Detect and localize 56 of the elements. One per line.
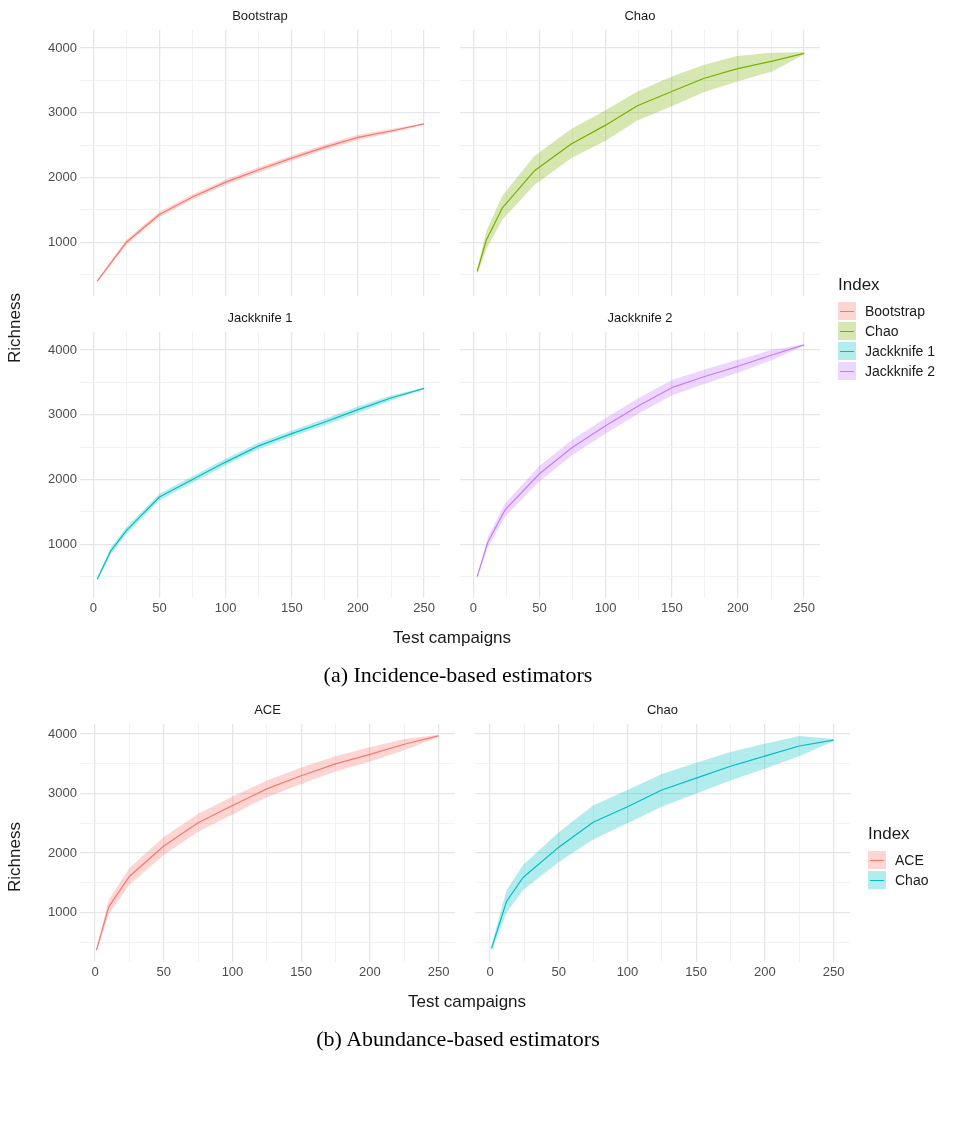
x-axis-title: Test campaigns	[391, 628, 513, 648]
y-tick-label: 1000	[48, 535, 77, 551]
legend-label: Chao	[865, 323, 899, 339]
y-axis-title: Richness	[4, 822, 25, 892]
x-tick-label: 200	[358, 964, 381, 980]
legend-label: Jackknife 2	[865, 363, 936, 379]
x-tick-label: 150	[685, 964, 708, 980]
x-tick-label: 50	[152, 600, 167, 616]
y-tick-label: 4000	[48, 39, 77, 55]
chart-title: Jackknife 1	[226, 310, 294, 327]
x-tick-label: 0	[469, 600, 477, 616]
x-tick-label: 50	[551, 964, 567, 980]
x-tick-label: 0	[486, 964, 494, 980]
x-tick-label: 250	[822, 964, 845, 980]
y-tick-label: 4000	[48, 341, 77, 357]
legend-title: Index	[838, 275, 881, 295]
y-tick-label: 4000	[48, 725, 77, 741]
y-tick-label: 2000	[48, 169, 77, 185]
x-tick-label: 250	[413, 600, 435, 616]
x-tick-label: 100	[214, 600, 237, 616]
x-tick-label: 200	[753, 964, 776, 980]
legend-title: Index	[868, 824, 911, 844]
chart-title: Jackknife 2	[606, 310, 674, 327]
y-tick-label: 3000	[48, 104, 77, 120]
x-tick-label: 50	[532, 600, 547, 616]
x-tick-label: 250	[793, 600, 815, 616]
x-tick-label: 150	[290, 964, 313, 980]
x-tick-label: 0	[89, 600, 97, 616]
x-axis-title: Test campaigns	[406, 992, 528, 1012]
x-tick-label: 100	[221, 964, 244, 980]
y-tick-label: 2000	[48, 844, 77, 860]
x-tick-label: 150	[660, 600, 683, 616]
y-tick-label: 2000	[48, 471, 77, 487]
x-tick-label: 100	[594, 600, 617, 616]
x-tick-label: 100	[616, 964, 639, 980]
x-tick-label: 250	[427, 964, 450, 980]
y-tick-label: 1000	[48, 233, 77, 249]
legend-label: ACE	[895, 852, 924, 868]
legend-label: Chao	[895, 872, 929, 888]
y-tick-label: 3000	[48, 785, 77, 801]
legend-label: Jackknife 1	[865, 343, 936, 359]
chart-title: ACE	[253, 702, 282, 719]
x-tick-label: 200	[727, 600, 749, 616]
x-tick-label: 0	[91, 964, 99, 980]
x-tick-label: 200	[347, 600, 369, 616]
chart-title: Chao	[623, 8, 657, 25]
chart-title: Bootstrap	[231, 8, 289, 25]
y-axis-title: Richness	[4, 293, 25, 363]
x-tick-label: 150	[280, 600, 303, 616]
text: (b) Abundance-based estimators	[315, 1026, 601, 1052]
x-tick-label: 50	[156, 964, 172, 980]
chart-title: Chao	[645, 702, 680, 719]
y-tick-label: 1000	[48, 904, 77, 920]
legend-label: Bootstrap	[865, 303, 925, 319]
y-tick-label: 3000	[48, 406, 77, 422]
text: (a) Incidence-based estimators	[322, 662, 594, 688]
